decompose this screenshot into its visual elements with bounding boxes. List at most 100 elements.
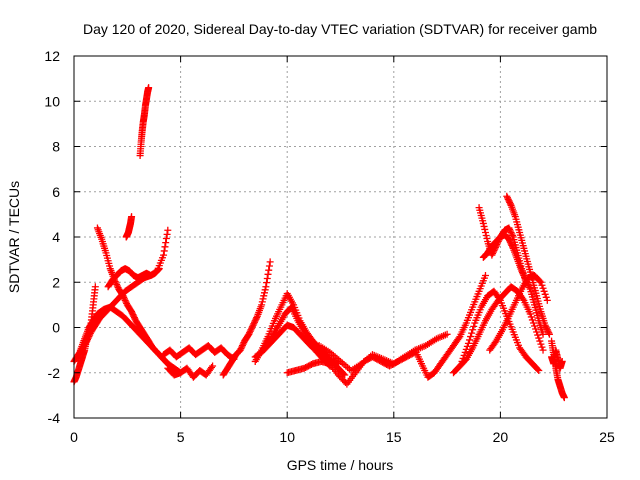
series bbox=[219, 258, 274, 379]
data-point bbox=[261, 286, 269, 294]
data-point bbox=[458, 357, 466, 365]
data-point bbox=[154, 266, 162, 274]
data-point bbox=[263, 279, 271, 287]
data-point bbox=[543, 296, 551, 304]
data-point bbox=[128, 308, 136, 316]
data-point bbox=[161, 243, 169, 251]
data-point bbox=[121, 296, 129, 304]
data-point bbox=[531, 322, 539, 330]
data-point bbox=[128, 309, 136, 317]
data-point bbox=[113, 281, 121, 289]
y-axis: -4 -2 0 2 4 6 8 10 12 bbox=[44, 48, 607, 426]
series bbox=[164, 362, 217, 381]
data-point bbox=[532, 325, 540, 333]
y-tick-label: 12 bbox=[44, 48, 60, 64]
data-point bbox=[113, 282, 121, 290]
data-point bbox=[462, 345, 470, 353]
data-point bbox=[130, 312, 138, 320]
data-point bbox=[520, 271, 528, 279]
x-tick-label: 15 bbox=[386, 429, 402, 445]
data-point bbox=[506, 237, 514, 245]
data-point bbox=[537, 278, 545, 286]
data-point bbox=[508, 230, 516, 238]
data-point bbox=[505, 235, 513, 243]
data-point bbox=[260, 292, 268, 300]
data-point bbox=[122, 298, 130, 306]
data-point bbox=[249, 321, 257, 329]
data-point bbox=[155, 265, 163, 273]
data-point bbox=[145, 84, 153, 92]
data-point bbox=[539, 330, 547, 338]
series bbox=[503, 192, 553, 338]
data-point bbox=[481, 225, 489, 233]
data-point bbox=[480, 222, 488, 230]
data-point bbox=[248, 324, 256, 332]
data-point bbox=[544, 327, 552, 335]
data-point bbox=[538, 281, 546, 289]
data-point bbox=[529, 319, 537, 327]
data-point bbox=[265, 266, 273, 274]
data-point bbox=[504, 195, 512, 203]
series bbox=[315, 330, 451, 374]
data-point bbox=[482, 231, 490, 239]
data-point bbox=[470, 322, 478, 330]
data-point bbox=[542, 293, 550, 301]
data-point bbox=[468, 329, 476, 337]
chart-title: Day 120 of 2020, Sidereal Day-to-day VTE… bbox=[83, 21, 597, 37]
data-point bbox=[209, 362, 217, 370]
data-point bbox=[246, 329, 254, 337]
data-point bbox=[162, 235, 170, 243]
data-point bbox=[507, 240, 515, 248]
x-axis: 0 5 10 15 20 25 bbox=[70, 56, 615, 445]
data-point bbox=[558, 357, 566, 365]
data-point bbox=[264, 270, 272, 278]
data-point bbox=[541, 290, 549, 298]
data-point bbox=[251, 318, 259, 326]
data-point bbox=[504, 194, 512, 202]
data-point bbox=[528, 316, 536, 324]
data-point bbox=[164, 226, 172, 234]
series bbox=[262, 303, 334, 370]
data-point bbox=[540, 287, 548, 295]
data-point bbox=[469, 326, 477, 334]
series bbox=[458, 287, 543, 374]
data-point bbox=[508, 231, 516, 239]
data-point bbox=[543, 326, 551, 334]
data-point bbox=[253, 314, 261, 322]
data-point bbox=[534, 331, 542, 339]
data-point bbox=[258, 298, 266, 306]
y-tick-label: 2 bbox=[52, 274, 60, 290]
data-point bbox=[481, 271, 489, 279]
data-point bbox=[536, 337, 544, 345]
data-point bbox=[527, 313, 535, 321]
series bbox=[104, 265, 163, 291]
y-tick-label: -4 bbox=[48, 410, 61, 426]
data-point bbox=[463, 342, 471, 350]
data-point bbox=[467, 333, 475, 341]
data-point bbox=[129, 311, 137, 319]
data-point bbox=[155, 265, 163, 273]
data-point bbox=[506, 227, 514, 235]
data-point bbox=[91, 283, 99, 291]
data-point bbox=[245, 330, 253, 338]
y-tick-label: 10 bbox=[44, 93, 60, 109]
data-point bbox=[483, 235, 491, 243]
data-point bbox=[250, 320, 258, 328]
data-point bbox=[258, 301, 266, 309]
data-point bbox=[545, 329, 553, 337]
data-point bbox=[340, 370, 348, 378]
data-point bbox=[503, 192, 511, 200]
data-point bbox=[481, 228, 489, 236]
x-tick-label: 25 bbox=[599, 429, 615, 445]
x-tick-label: 10 bbox=[279, 429, 295, 445]
data-point bbox=[465, 336, 473, 344]
data-point bbox=[239, 340, 247, 348]
data-point bbox=[160, 247, 168, 255]
data-point bbox=[247, 326, 255, 334]
data-point bbox=[238, 342, 246, 350]
y-tick-label: -2 bbox=[48, 365, 61, 381]
data-point bbox=[237, 345, 245, 353]
y-tick-label: 8 bbox=[52, 139, 60, 155]
